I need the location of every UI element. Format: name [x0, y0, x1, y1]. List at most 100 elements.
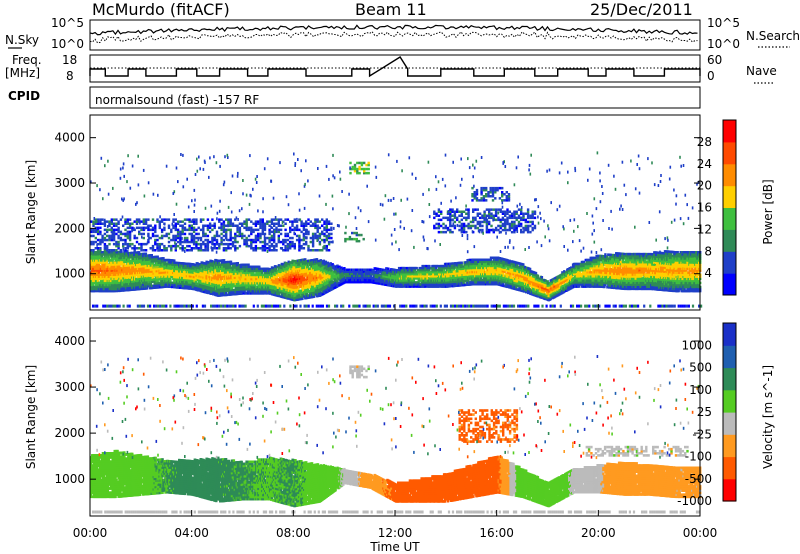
data-cell-0-799 [134, 251, 137, 254]
data-cell-0-667 [127, 276, 130, 279]
data-cell-0-333 [107, 257, 110, 260]
data-cell-0-563 [121, 283, 124, 286]
data-cell-0-458 [115, 283, 118, 287]
data-cell-0-538 [119, 258, 122, 262]
data-cell-0-1034 [148, 258, 152, 261]
data-cell-0-236 [102, 281, 106, 285]
data-cell-0-312 [106, 269, 109, 272]
data-cell-0-977 [145, 287, 149, 290]
date-title: 25/Dec/2011 [590, 0, 693, 19]
data-cell-0-422 [113, 289, 116, 293]
data-cell-0-860 [137, 267, 141, 270]
data-cell-0-121 [95, 265, 99, 268]
data-cell-0-522 [118, 261, 121, 264]
data-cell-0-455 [115, 289, 118, 293]
data-cell-0-347 [108, 269, 111, 272]
data-cell-0-801 [135, 286, 138, 289]
cpid-frame [89, 86, 701, 109]
data-cell-0-51 [92, 261, 95, 264]
freq-label-1: Freq. [12, 53, 42, 67]
data-cell-0-460 [115, 279, 118, 283]
data-cell-0-853 [137, 283, 141, 287]
freq-left-tick-top: 18 [62, 53, 77, 67]
data-cell-0-837 [136, 279, 140, 283]
data-cell-0-660 [126, 250, 129, 253]
noise-right-tick-bottom: 10^0 [707, 37, 740, 51]
noise-left-tick-bottom: 10^0 [51, 37, 84, 51]
data-cell-0-211 [100, 255, 104, 258]
data-cell-0-600 [123, 268, 126, 272]
data-cell-0-386 [110, 253, 113, 256]
data-cell-0-788 [134, 275, 137, 279]
data-cell-0-958 [143, 262, 147, 266]
data-cell-0-868 [138, 287, 142, 291]
noise-right-tick-top: 10^5 [707, 16, 740, 30]
data-cell-0-96 [94, 281, 98, 285]
data-cell-0-472 [115, 253, 118, 256]
data-cell-0-764 [132, 255, 135, 259]
data-cell-0-132 [96, 277, 100, 281]
data-cell-0-1014 [147, 270, 151, 274]
data-cell-0-528 [119, 289, 122, 292]
data-cell-0-1042 [149, 276, 152, 280]
data-cell-0-285 [104, 251, 108, 254]
freq-right-tick-bottom: 0 [707, 69, 715, 83]
data-cell-0-1076 [151, 262, 154, 265]
data-cell-0-941 [142, 267, 146, 270]
data-cell-0-144 [96, 251, 100, 254]
data-cell-0-917 [141, 283, 145, 286]
beam-title: Beam 11 [355, 0, 427, 19]
noise-search-line [89, 30, 698, 44]
noise-frame [89, 19, 701, 51]
data-cell-0-1012 [147, 276, 151, 280]
data-cell-0-1141 [156, 280, 159, 283]
freq-left-tick-bottom: 8 [66, 69, 74, 83]
cpid-panel: CPID normalsound (fast) -157 RF [8, 86, 701, 109]
data-cell-0-668 [127, 274, 130, 277]
data-cell-0-305 [106, 285, 109, 289]
data-cell-0-58 [92, 287, 96, 291]
data-cell-0-243 [102, 265, 106, 268]
data-cell-0-403 [111, 259, 114, 262]
data-cell-0-256 [103, 275, 107, 278]
data-cell-0-113 [95, 283, 99, 287]
data-cell-0-992 [145, 256, 149, 259]
data-cell-0-691 [128, 260, 131, 263]
data-cell-0-86 [93, 263, 97, 266]
data-cell-0-1001 [146, 268, 150, 272]
data-cell-0-447 [114, 271, 117, 274]
data-cell-0-3157 [301, 297, 304, 300]
data-cell-0-110 [95, 289, 99, 293]
data-cell-0-594 [123, 283, 126, 286]
data-cell-0-300 [105, 261, 108, 264]
data-cell-0-4774 [460, 261, 463, 264]
data-cell-0-1054 [150, 280, 153, 284]
noise-left-tick-top: 10^5 [51, 16, 84, 30]
data-cell-0-891 [139, 267, 143, 270]
data-cell-0-613 [124, 280, 127, 284]
data-cell-0-571 [121, 266, 124, 270]
data-cell-0-999 [146, 274, 150, 278]
data-cell-0-1030 [148, 266, 152, 269]
data-cell-0-391 [111, 283, 114, 287]
data-cell-0-1134 [155, 263, 158, 267]
data-cell-0-1065 [150, 254, 153, 257]
data-cell-0-959 [143, 260, 147, 264]
data-cell-0-398 [111, 269, 114, 272]
data-cell-0-427 [113, 279, 116, 283]
data-cell-0-692 [128, 258, 131, 261]
data-cell-0-759 [132, 265, 135, 269]
data-cell-0-350 [108, 263, 111, 266]
data-cell-0-349 [108, 265, 111, 268]
data-cell-0-924 [141, 269, 145, 272]
data-cell-0-521 [118, 263, 121, 266]
data-cell-0-706 [129, 268, 132, 271]
data-cell-0-83 [93, 269, 97, 272]
data-cell-0-152 [97, 271, 101, 274]
data-cell-0-354 [108, 253, 111, 256]
data-cell-0-338 [108, 287, 111, 291]
data-cell-0-937 [142, 277, 146, 280]
cpid-label: CPID [8, 89, 40, 103]
